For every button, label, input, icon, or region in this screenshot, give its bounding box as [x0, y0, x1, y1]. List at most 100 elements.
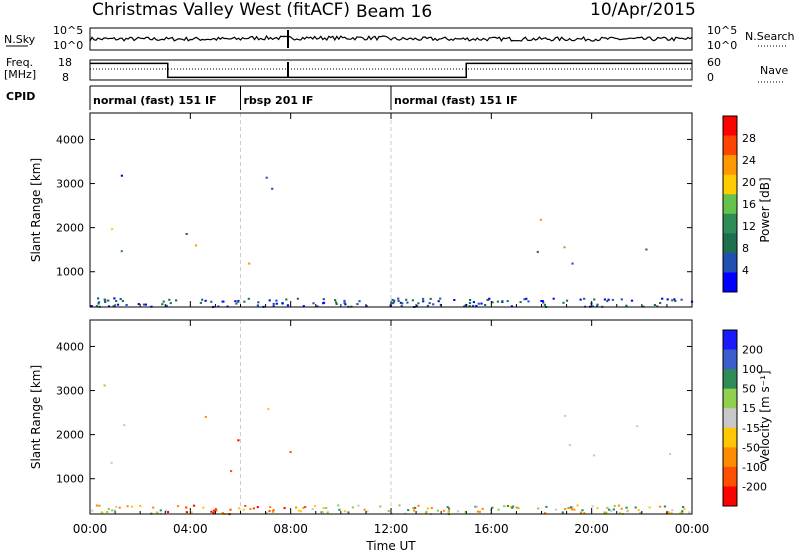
- heatmap-cell: [229, 508, 232, 511]
- nsky-trace: [89, 34, 693, 43]
- heatmap-cell: [312, 302, 315, 305]
- heatmap-cell: [545, 505, 548, 508]
- colorbar-frame: [722, 115, 738, 293]
- heatmap-cell: [95, 305, 98, 308]
- heatmap-cell: [358, 300, 361, 303]
- heatmap-cell: [537, 507, 540, 510]
- velocity-y-ticks: 1000 2000 3000 4000: [56, 340, 692, 486]
- heatmap-cell: [573, 508, 576, 511]
- heatmap-cell: [670, 512, 673, 515]
- colorbar-swatch: [723, 135, 737, 156]
- heatmap-cell: [104, 301, 107, 303]
- colorbar-swatch: [723, 272, 737, 293]
- heatmap-cell: [579, 298, 582, 301]
- heatmap-cell: [653, 304, 656, 306]
- freq-label-line2: [MHz]: [4, 68, 36, 81]
- nave-label: Nave: [760, 64, 788, 77]
- heatmap-cell: [142, 303, 146, 306]
- freq-panel: Freq. [MHz] 18 8 60 0 Nave: [4, 56, 788, 84]
- heatmap-cell: [608, 508, 611, 511]
- heatmap-cell: [405, 298, 408, 301]
- heatmap-cell: [269, 506, 272, 509]
- heatmap-cell: [257, 301, 260, 304]
- colorbar-swatch: [723, 466, 737, 487]
- heatmap-cell: [156, 511, 159, 514]
- velocity-cbar-label: Velocity [m s⁻¹]: [758, 370, 772, 463]
- heatmap-cell: [256, 506, 259, 509]
- heatmap-cell: [302, 506, 305, 509]
- heatmap-cell: [581, 509, 584, 512]
- heatmap-cell: [496, 300, 499, 303]
- heatmap-cell: [126, 505, 129, 508]
- heatmap-cell: [281, 302, 284, 305]
- heatmap-cell: [289, 451, 292, 454]
- heatmap-cell: [161, 303, 164, 306]
- heatmap-cell: [210, 300, 213, 303]
- heatmap-cell: [112, 305, 115, 308]
- heatmap-cell: [242, 508, 245, 511]
- heatmap-cell: [683, 507, 686, 510]
- heatmap-cell: [472, 301, 475, 304]
- heatmap-cell: [645, 248, 648, 251]
- heatmap-cell: [412, 507, 415, 510]
- heatmap-cell: [612, 508, 615, 511]
- power-cbar-tick: 4: [742, 264, 749, 277]
- heatmap-cell: [681, 511, 684, 514]
- colorbar-swatch: [723, 486, 737, 507]
- heatmap-cell: [397, 299, 400, 302]
- heatmap-cell: [97, 297, 100, 300]
- velocity-cbar-tick: -200: [742, 480, 767, 493]
- heatmap-cell: [476, 510, 479, 513]
- heatmap-cell: [130, 505, 134, 508]
- heatmap-cell: [667, 511, 670, 514]
- nave-tick-bottom: 0: [707, 71, 714, 84]
- colorbar-swatch: [723, 116, 737, 137]
- velocity-cbar-tick: -100: [742, 461, 767, 474]
- heatmap-cell: [272, 305, 275, 307]
- heatmap-cell: [338, 508, 341, 511]
- velocity-cbar-tick: 50: [742, 383, 756, 396]
- heatmap-cell: [162, 300, 165, 303]
- heatmap-cell: [501, 300, 504, 303]
- heatmap-cell: [669, 453, 672, 456]
- heatmap-cell: [265, 512, 268, 515]
- heatmap-cell: [565, 299, 569, 302]
- heatmap-cell: [97, 302, 100, 305]
- heatmap-cell: [121, 300, 124, 302]
- heatmap-cell: [164, 509, 168, 512]
- heatmap-cell: [185, 233, 188, 235]
- heatmap-cell: [673, 298, 676, 301]
- heatmap-cell: [356, 303, 359, 306]
- heatmap-cell: [509, 505, 513, 508]
- colorbar-swatch: [723, 194, 737, 215]
- heatmap-cell: [316, 305, 319, 308]
- heatmap-cell: [393, 299, 396, 302]
- velocity-colorbar: 200 100 50 15 -15 -50 -100 -200: [722, 329, 767, 507]
- heatmap-cell: [357, 504, 360, 507]
- heatmap-cell: [562, 301, 565, 304]
- heatmap-cell: [337, 504, 340, 507]
- heatmap-cell: [592, 454, 596, 457]
- heatmap-cell: [406, 301, 409, 304]
- heatmap-cell: [506, 505, 509, 507]
- heatmap-cell: [488, 297, 491, 300]
- heatmap-cell: [503, 505, 506, 508]
- heatmap-cell: [512, 505, 515, 508]
- heatmap-cell: [123, 424, 126, 427]
- x-tick-label: 08:00: [273, 522, 308, 536]
- heatmap-cell: [439, 297, 442, 300]
- heatmap-cell: [447, 507, 451, 510]
- heatmap-cell: [497, 508, 500, 511]
- heatmap-cell: [539, 218, 542, 221]
- heatmap-cell: [656, 305, 659, 308]
- x-tick-label: 12:00: [374, 522, 409, 536]
- heatmap-cell: [272, 302, 275, 305]
- heatmap-cell: [413, 509, 416, 512]
- nsky-panel: N.Sky 10^5 10^0 10^5 10^0 N.Search: [4, 24, 795, 52]
- heatmap-cell: [576, 504, 579, 507]
- heatmap-cell: [447, 511, 450, 514]
- heatmap-cell: [453, 299, 456, 301]
- heatmap-cell: [636, 425, 639, 428]
- heatmap-cell: [334, 301, 338, 304]
